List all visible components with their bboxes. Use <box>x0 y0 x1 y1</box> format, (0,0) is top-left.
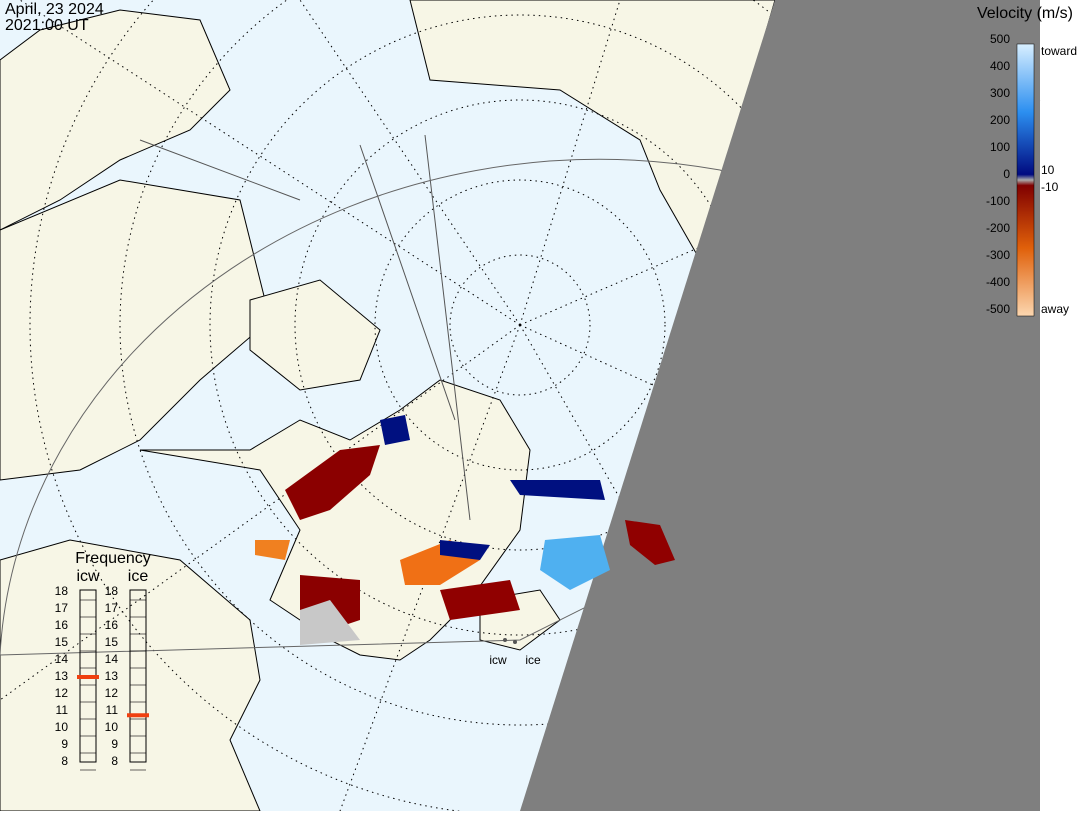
radar-label: icw <box>489 653 507 667</box>
radar-site <box>513 640 517 644</box>
frequency-tick-label: 8 <box>111 754 118 768</box>
echo-patch <box>440 540 490 560</box>
away-label: away <box>1041 302 1069 316</box>
velocity-tick-label: 100 <box>990 140 1010 154</box>
latitude-circle <box>449 254 591 396</box>
frequency-tick-label: 10 <box>55 720 69 734</box>
frequency-tick-label: 9 <box>111 737 118 751</box>
frequency-tick-label: 15 <box>55 635 69 649</box>
echo-patch <box>300 600 360 645</box>
radar-name: ice <box>128 568 149 585</box>
echo-patch <box>440 580 520 620</box>
radar-name: icw <box>76 568 100 585</box>
frequency-tick-label: 16 <box>105 618 119 632</box>
velocity-tick-label: 10 <box>1041 163 1055 177</box>
frequency-tick-label: 15 <box>105 635 119 649</box>
frequency-tick-label: 16 <box>55 618 69 632</box>
frequency-tick-label: 14 <box>105 652 119 666</box>
radar-site <box>503 638 507 642</box>
frequency-tick-label: 17 <box>55 601 69 615</box>
velocity-colorbar <box>1016 43 1035 317</box>
frequency-tick-label: 11 <box>56 703 69 717</box>
velocity-tick-label: -400 <box>986 275 1010 289</box>
frequency-tick-label: 18 <box>105 584 119 598</box>
scale-title: Velocity (m/s) <box>977 5 1073 22</box>
land <box>0 9 231 231</box>
night-shade <box>520 0 1040 811</box>
velocity-tick-label: -500 <box>986 302 1010 316</box>
velocity-tick-label: -300 <box>986 248 1010 262</box>
frequency-tick-label: 8 <box>61 754 68 768</box>
frequency-tick-label: 18 <box>55 584 69 598</box>
velocity-tick-label: 400 <box>990 59 1010 73</box>
echo-patch <box>380 415 410 445</box>
frequency-tick-label: 9 <box>61 737 68 751</box>
time: 2021:00 UT <box>5 17 89 34</box>
field-of-view <box>139 134 471 521</box>
velocity-tick-label: 0 <box>1003 167 1010 181</box>
radar-echoes <box>255 415 675 645</box>
frequency-tick-label: 13 <box>105 669 119 683</box>
frequency-tick-label: 11 <box>106 703 119 717</box>
echo-patch <box>540 535 610 590</box>
frequency-title: Frequency <box>75 550 151 567</box>
frequency-tick-label: 17 <box>105 601 119 615</box>
frequency-column <box>129 589 147 763</box>
velocity-tick-label: 500 <box>990 32 1010 46</box>
frequency-tick-label: 12 <box>105 686 119 700</box>
echo-patch <box>255 540 290 560</box>
velocity-tick-label: 300 <box>990 86 1010 100</box>
frequency-tick-label: 12 <box>55 686 69 700</box>
velocity-tick-label: -200 <box>986 221 1010 235</box>
frequency-tick-label: 13 <box>55 669 69 683</box>
echo-patch <box>510 480 605 500</box>
land <box>249 279 381 391</box>
velocity-tick-label: 200 <box>990 113 1010 127</box>
echo-patch <box>285 445 380 520</box>
velocity-tick-label: -10 <box>1041 180 1059 194</box>
velocity-tick-label: -100 <box>986 194 1010 208</box>
date: April, 23 2024 <box>5 1 104 18</box>
toward-label: toward <box>1041 44 1077 58</box>
echo-patch <box>625 520 675 565</box>
land <box>139 379 531 661</box>
frequency-tick-label: 10 <box>105 720 119 734</box>
frequency-tick-label: 14 <box>55 652 69 666</box>
radar-label: ice <box>525 653 541 667</box>
land <box>0 179 271 481</box>
latitude-circle <box>374 179 666 471</box>
